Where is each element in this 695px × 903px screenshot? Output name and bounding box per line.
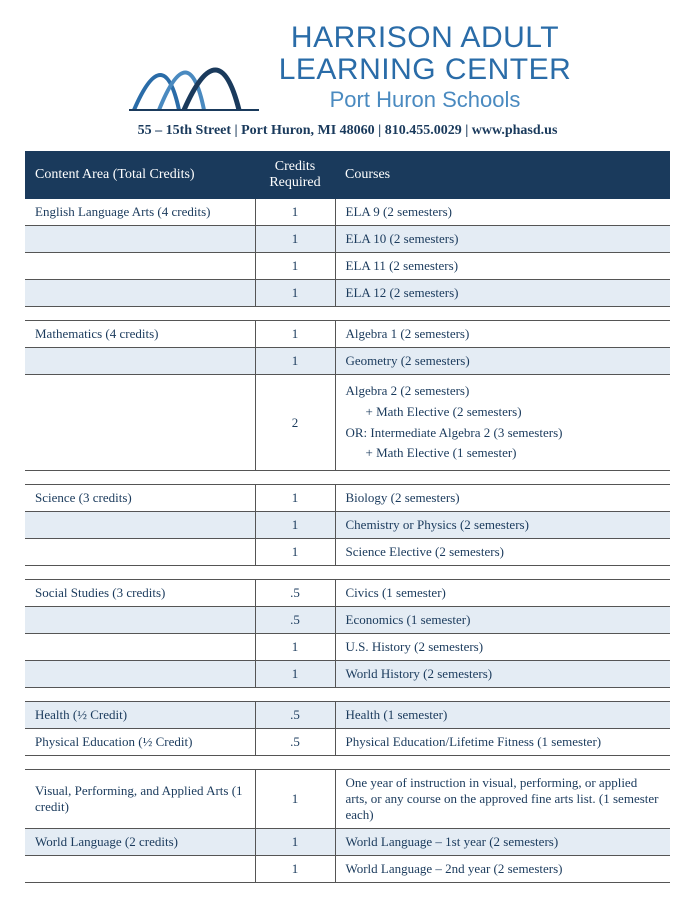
cell-course: Geometry (2 semesters) bbox=[335, 348, 670, 375]
table-row: Mathematics (4 credits)1Algebra 1 (2 sem… bbox=[25, 321, 670, 348]
title-line2: LEARNING CENTER bbox=[279, 54, 572, 86]
table-row: 1ELA 11 (2 semesters) bbox=[25, 253, 670, 280]
logo-icon bbox=[124, 20, 264, 115]
cell-credits: 1 bbox=[255, 253, 335, 280]
header-credits: Credits Required bbox=[255, 151, 335, 199]
title-line1: HARRISON ADULT bbox=[279, 22, 572, 54]
spacer-row bbox=[25, 566, 670, 580]
spacer-row bbox=[25, 688, 670, 702]
table-row: 1ELA 12 (2 semesters) bbox=[25, 280, 670, 307]
cell-course: Algebra 1 (2 semesters) bbox=[335, 321, 670, 348]
cell-credits: 1 bbox=[255, 539, 335, 566]
cell-credits: 1 bbox=[255, 280, 335, 307]
cell-course: Civics (1 semester) bbox=[335, 580, 670, 607]
cell-course: ELA 11 (2 semesters) bbox=[335, 253, 670, 280]
cell-content-area bbox=[25, 253, 255, 280]
cell-course: ELA 9 (2 semesters) bbox=[335, 199, 670, 226]
spacer-row bbox=[25, 756, 670, 770]
cell-content-area bbox=[25, 607, 255, 634]
cell-course: Algebra 2 (2 semesters)+ Math Elective (… bbox=[335, 375, 670, 471]
cell-credits: 1 bbox=[255, 856, 335, 883]
title-block: HARRISON ADULT LEARNING CENTER Port Huro… bbox=[279, 22, 572, 113]
credits-table: Content Area (Total Credits) Credits Req… bbox=[25, 151, 670, 883]
cell-content-area bbox=[25, 512, 255, 539]
table-row: World Language (2 credits)1World Languag… bbox=[25, 829, 670, 856]
cell-course: Physical Education/Lifetime Fitness (1 s… bbox=[335, 729, 670, 756]
cell-credits: 1 bbox=[255, 512, 335, 539]
table-row: 1Science Elective (2 semesters) bbox=[25, 539, 670, 566]
cell-content-area: Visual, Performing, and Applied Arts (1 … bbox=[25, 770, 255, 829]
cell-credits: 1 bbox=[255, 348, 335, 375]
table-row: 1Geometry (2 semesters) bbox=[25, 348, 670, 375]
table-row: Science (3 credits)1Biology (2 semesters… bbox=[25, 485, 670, 512]
cell-content-area: Mathematics (4 credits) bbox=[25, 321, 255, 348]
spacer-row bbox=[25, 307, 670, 321]
cell-course: Science Elective (2 semesters) bbox=[335, 539, 670, 566]
cell-content-area bbox=[25, 661, 255, 688]
cell-credits: 1 bbox=[255, 321, 335, 348]
cell-credits: 1 bbox=[255, 199, 335, 226]
cell-credits: .5 bbox=[255, 729, 335, 756]
table-row: 1Chemistry or Physics (2 semesters) bbox=[25, 512, 670, 539]
cell-credits: 1 bbox=[255, 226, 335, 253]
table-header-row: Content Area (Total Credits) Credits Req… bbox=[25, 151, 670, 199]
table-row: English Language Arts (4 credits)1ELA 9 … bbox=[25, 199, 670, 226]
cell-content-area: Science (3 credits) bbox=[25, 485, 255, 512]
cell-credits: 2 bbox=[255, 375, 335, 471]
cell-content-area: Health (½ Credit) bbox=[25, 702, 255, 729]
table-row: Physical Education (½ Credit).5Physical … bbox=[25, 729, 670, 756]
cell-course: Chemistry or Physics (2 semesters) bbox=[335, 512, 670, 539]
cell-credits: 1 bbox=[255, 770, 335, 829]
cell-content-area bbox=[25, 348, 255, 375]
cell-content-area: Physical Education (½ Credit) bbox=[25, 729, 255, 756]
cell-credits: .5 bbox=[255, 607, 335, 634]
table-row: 2Algebra 2 (2 semesters)+ Math Elective … bbox=[25, 375, 670, 471]
cell-credits: .5 bbox=[255, 702, 335, 729]
header-courses: Courses bbox=[335, 151, 670, 199]
cell-course: Health (1 semester) bbox=[335, 702, 670, 729]
table-row: 1World History (2 semesters) bbox=[25, 661, 670, 688]
cell-course: World Language – 1st year (2 semesters) bbox=[335, 829, 670, 856]
cell-content-area: Social Studies (3 credits) bbox=[25, 580, 255, 607]
cell-content-area: English Language Arts (4 credits) bbox=[25, 199, 255, 226]
table-row: Social Studies (3 credits).5Civics (1 se… bbox=[25, 580, 670, 607]
header-content-area: Content Area (Total Credits) bbox=[25, 151, 255, 199]
cell-course: World History (2 semesters) bbox=[335, 661, 670, 688]
table-row: .5Economics (1 semester) bbox=[25, 607, 670, 634]
cell-credits: 1 bbox=[255, 634, 335, 661]
cell-credits: 1 bbox=[255, 485, 335, 512]
cell-course: ELA 12 (2 semesters) bbox=[335, 280, 670, 307]
cell-course: Biology (2 semesters) bbox=[335, 485, 670, 512]
page-header: HARRISON ADULT LEARNING CENTER Port Huro… bbox=[25, 20, 670, 115]
cell-content-area bbox=[25, 539, 255, 566]
cell-credits: 1 bbox=[255, 829, 335, 856]
cell-course: U.S. History (2 semesters) bbox=[335, 634, 670, 661]
cell-course: ELA 10 (2 semesters) bbox=[335, 226, 670, 253]
subtitle: Port Huron Schools bbox=[279, 87, 572, 113]
contact-info: 55 – 15th Street | Port Huron, MI 48060 … bbox=[25, 123, 670, 139]
spacer-row bbox=[25, 471, 670, 485]
cell-course: World Language – 2nd year (2 semesters) bbox=[335, 856, 670, 883]
cell-content-area bbox=[25, 375, 255, 471]
table-row: Visual, Performing, and Applied Arts (1 … bbox=[25, 770, 670, 829]
cell-content-area bbox=[25, 226, 255, 253]
cell-course: One year of instruction in visual, perfo… bbox=[335, 770, 670, 829]
cell-credits: 1 bbox=[255, 661, 335, 688]
cell-course: Economics (1 semester) bbox=[335, 607, 670, 634]
cell-content-area bbox=[25, 634, 255, 661]
table-row: 1ELA 10 (2 semesters) bbox=[25, 226, 670, 253]
cell-content-area: World Language (2 credits) bbox=[25, 829, 255, 856]
cell-credits: .5 bbox=[255, 580, 335, 607]
cell-content-area bbox=[25, 856, 255, 883]
table-row: Health (½ Credit).5Health (1 semester) bbox=[25, 702, 670, 729]
cell-content-area bbox=[25, 280, 255, 307]
table-row: 1World Language – 2nd year (2 semesters) bbox=[25, 856, 670, 883]
table-row: 1U.S. History (2 semesters) bbox=[25, 634, 670, 661]
